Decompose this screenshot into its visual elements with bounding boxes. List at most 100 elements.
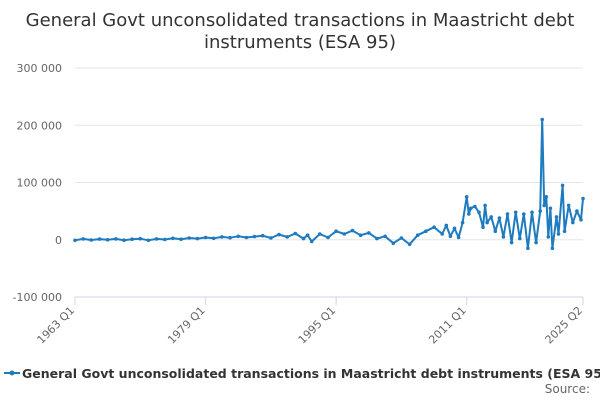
data-point[interactable] [544, 195, 549, 199]
data-point[interactable] [469, 206, 473, 211]
data-point[interactable] [187, 236, 191, 240]
data-point[interactable] [375, 236, 379, 241]
x-tick-label: 2025 Q2 [543, 304, 586, 347]
data-point[interactable] [556, 232, 561, 236]
data-point[interactable] [483, 203, 487, 208]
data-point[interactable] [105, 238, 110, 242]
data-point[interactable] [448, 234, 453, 239]
data-point[interactable] [493, 229, 498, 233]
data-point[interactable] [550, 246, 555, 251]
data-point[interactable] [424, 229, 428, 233]
data-point[interactable] [326, 235, 330, 240]
data-point[interactable] [73, 238, 77, 243]
data-point[interactable] [546, 235, 551, 239]
data-point[interactable] [485, 220, 489, 225]
data-point[interactable] [334, 229, 338, 233]
legend[interactable]: General Govt unconsolidated transactions… [4, 366, 600, 381]
data-point[interactable] [530, 210, 534, 215]
data-point[interactable] [309, 239, 314, 244]
data-point[interactable] [285, 235, 290, 239]
data-point[interactable] [89, 238, 94, 242]
data-point[interactable] [179, 237, 183, 241]
data-point[interactable] [566, 203, 571, 208]
data-point[interactable] [579, 217, 583, 222]
data-point[interactable] [489, 215, 494, 219]
data-point[interactable] [228, 235, 232, 240]
data-point[interactable] [350, 228, 355, 233]
data-point[interactable] [554, 215, 559, 219]
data-point[interactable] [236, 234, 240, 239]
y-tick-label: 0 [55, 234, 62, 247]
data-point[interactable] [138, 236, 143, 241]
data-point[interactable] [571, 220, 575, 225]
data-point[interactable] [97, 237, 102, 241]
data-point[interactable] [473, 204, 477, 209]
data-point[interactable] [260, 233, 265, 238]
data-point[interactable] [399, 236, 404, 240]
data-point[interactable] [301, 236, 306, 241]
data-point[interactable] [452, 226, 457, 231]
data-point[interactable] [501, 235, 506, 239]
data-point[interactable] [575, 209, 579, 213]
data-point[interactable] [163, 237, 167, 242]
data-point[interactable] [293, 231, 298, 236]
data-point[interactable] [203, 235, 208, 240]
data-point[interactable] [542, 203, 546, 208]
data-point[interactable] [154, 237, 159, 241]
data-point[interactable] [114, 237, 118, 241]
source-label[interactable]: Source: [545, 382, 590, 396]
data-point[interactable] [367, 231, 371, 235]
data-point[interactable] [342, 232, 347, 236]
data-point[interactable] [560, 183, 565, 188]
data-point[interactable] [432, 225, 436, 229]
data-point[interactable] [358, 233, 363, 237]
data-point[interactable] [244, 235, 249, 240]
data-point[interactable] [481, 225, 485, 229]
data-point[interactable] [269, 236, 273, 240]
data-point[interactable] [538, 209, 542, 213]
data-point[interactable] [391, 241, 396, 245]
data-point[interactable] [540, 117, 544, 122]
data-point[interactable] [305, 233, 310, 237]
data-point[interactable] [562, 229, 567, 233]
data-point[interactable] [444, 223, 449, 228]
data-point[interactable] [581, 196, 585, 201]
data-point[interactable] [456, 235, 461, 240]
data-point[interactable] [509, 240, 514, 245]
data-point[interactable] [518, 236, 522, 241]
data-point[interactable] [146, 238, 151, 243]
data-point[interactable] [526, 246, 530, 251]
legend-entry[interactable]: General Govt unconsolidated transactions… [22, 366, 600, 381]
data-point[interactable] [440, 232, 445, 236]
y-tick-label: -100 000 [13, 291, 62, 304]
data-point[interactable] [534, 240, 538, 245]
data-point[interactable] [277, 232, 281, 237]
data-point[interactable] [220, 235, 224, 239]
data-point[interactable] [171, 236, 175, 241]
data-point[interactable] [548, 206, 553, 211]
data-point[interactable] [407, 242, 412, 247]
data-point[interactable] [318, 232, 322, 236]
data-point[interactable] [252, 234, 257, 239]
data-point[interactable] [383, 234, 387, 239]
y-tick-label: 200 000 [17, 119, 63, 132]
data-point[interactable] [477, 210, 481, 215]
data-point[interactable] [130, 237, 134, 241]
data-point[interactable] [81, 237, 85, 241]
series-line[interactable] [74, 118, 584, 250]
data-point[interactable] [467, 212, 471, 216]
data-point[interactable] [464, 195, 469, 199]
data-point[interactable] [415, 233, 420, 237]
data-point[interactable] [522, 212, 526, 216]
data-point[interactable] [211, 236, 216, 241]
data-point[interactable] [460, 220, 465, 225]
data-point[interactable] [122, 238, 126, 242]
data-point[interactable] [195, 236, 200, 241]
data-point[interactable] [513, 210, 518, 215]
x-tick-label: 1963 Q1 [35, 304, 78, 347]
chart-title-line-1: General Govt unconsolidated transactions… [26, 10, 575, 31]
data-point[interactable] [505, 212, 510, 216]
y-tick-label: 300 000 [17, 62, 63, 75]
series [73, 117, 585, 251]
data-point[interactable] [497, 216, 502, 220]
